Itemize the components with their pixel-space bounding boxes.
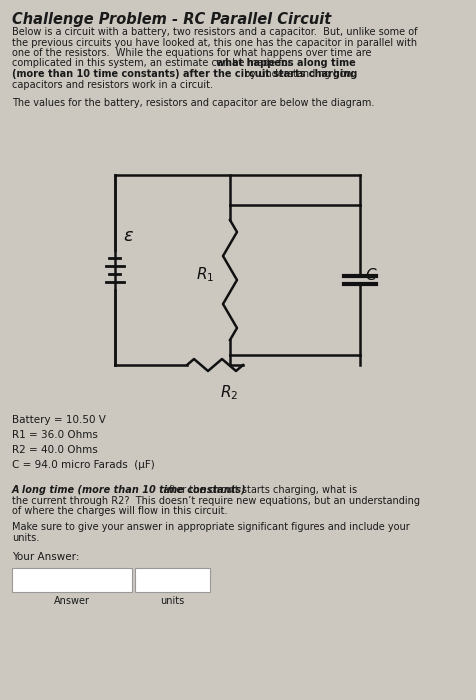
Text: Battery = 10.50 V: Battery = 10.50 V	[12, 415, 106, 425]
Text: R2 = 40.0 Ohms: R2 = 40.0 Ohms	[12, 445, 98, 455]
Text: units: units	[160, 596, 184, 606]
Text: what happens along time: what happens along time	[215, 59, 355, 69]
Text: capacitors and resistors work in a circuit.: capacitors and resistors work in a circu…	[12, 80, 213, 90]
Text: one of the resistors.  While the equations for what happens over time are: one of the resistors. While the equation…	[12, 48, 371, 58]
Text: Your Answer:: Your Answer:	[12, 552, 79, 561]
Text: units.: units.	[12, 533, 39, 543]
Text: C = 94.0 micro Farads  (μF): C = 94.0 micro Farads (μF)	[12, 460, 154, 470]
Text: $R_2$: $R_2$	[219, 383, 238, 402]
Text: The values for the battery, resistors and capacitor are below the diagram.: The values for the battery, resistors an…	[12, 98, 374, 108]
Text: $\varepsilon$: $\varepsilon$	[123, 227, 134, 245]
Text: of where the charges will flow in this circuit.: of where the charges will flow in this c…	[12, 506, 227, 516]
Text: after the circuit starts charging, what is: after the circuit starts charging, what …	[159, 485, 356, 495]
Text: complicated in this system, an estimate can be made for: complicated in this system, an estimate …	[12, 59, 294, 69]
Text: A long time (more than 10 time constants): A long time (more than 10 time constants…	[12, 485, 246, 495]
Text: R1 = 36.0 Ohms: R1 = 36.0 Ohms	[12, 430, 98, 440]
Text: Answer: Answer	[54, 596, 90, 606]
Text: (more than 10 time constants) after the circuit starts charging: (more than 10 time constants) after the …	[12, 69, 357, 79]
Text: the previous circuits you have looked at, this one has the capacitor in parallel: the previous circuits you have looked at…	[12, 38, 416, 48]
Text: $C$: $C$	[364, 267, 377, 283]
Text: Make sure to give your answer in appropriate significant figures and include you: Make sure to give your answer in appropr…	[12, 522, 409, 533]
Text: by understanding how: by understanding how	[241, 69, 353, 79]
Text: the current through R2?  This doesn’t require new equations, but an understandin: the current through R2? This doesn’t req…	[12, 496, 419, 505]
Text: Below is a circuit with a battery, two resistors and a capacitor.  But, unlike s: Below is a circuit with a battery, two r…	[12, 27, 416, 37]
Text: $R_1$: $R_1$	[195, 265, 214, 284]
Text: Challenge Problem - RC Parallel Circuit: Challenge Problem - RC Parallel Circuit	[12, 12, 330, 27]
